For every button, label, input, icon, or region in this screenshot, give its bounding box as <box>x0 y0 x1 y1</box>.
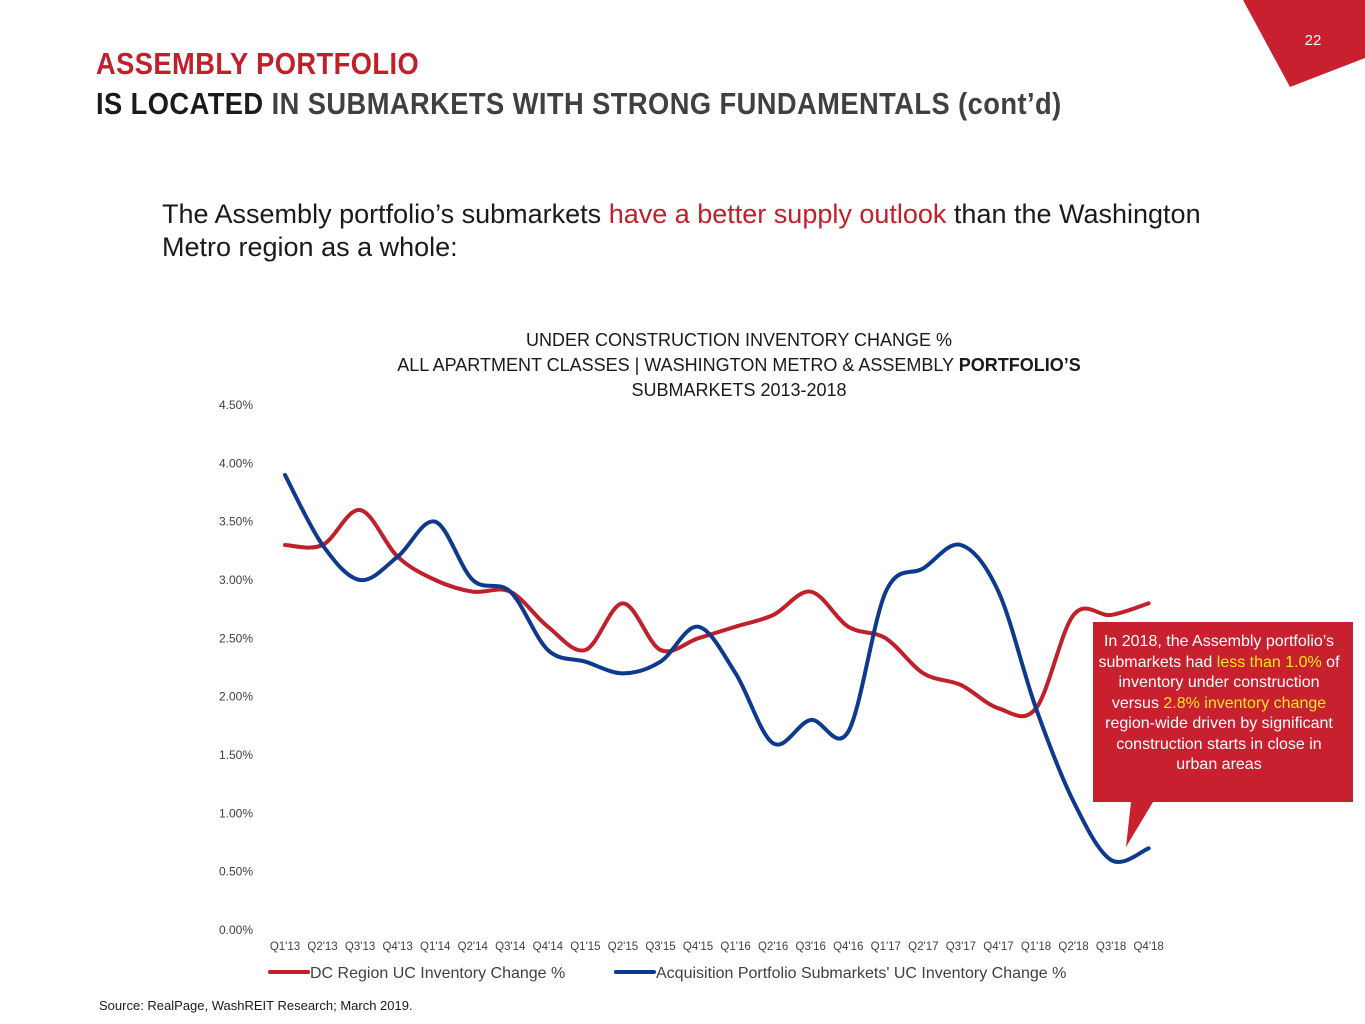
x-tick-label: Q1'18 <box>1021 941 1051 953</box>
chart-title-line1: UNDER CONSTRUCTION INVENTORY CHANGE % <box>525 330 953 350</box>
x-tick-label: Q2'16 <box>758 941 788 953</box>
x-tick-label: Q4'13 <box>382 941 412 953</box>
y-tick-label: 3.50% <box>219 515 253 529</box>
x-tick-label: Q3'15 <box>645 941 675 953</box>
x-tick-label: Q3'18 <box>1096 941 1126 953</box>
x-tick-label: Q1'13 <box>270 941 300 953</box>
intro-part1: The Assembly portfolio’s submarkets <box>162 199 609 229</box>
series-line-acquisition-portfolio <box>283 473 1151 864</box>
x-tick-label: Q2'15 <box>608 941 638 953</box>
x-tick-label: Q1'14 <box>420 941 451 953</box>
intro-part2: than the Washington Metro region as a wh… <box>162 199 1201 262</box>
x-tick-label: Q4'16 <box>833 941 863 953</box>
x-tick-label: Q2'17 <box>908 941 938 953</box>
title-lead: IS LOCATED <box>96 86 264 121</box>
intro-highlight: have a better supply outlook <box>608 199 947 229</box>
callout-p1: In 2018, the Assembly portfolio’s submar… <box>1098 633 1335 671</box>
title-rest: IN SUBMARKETS WITH STRONG FUNDAMENTALS (… <box>263 86 1062 121</box>
series-line-dc-region <box>283 508 1151 719</box>
callout-highlight-2: 2.8% inventory change <box>1163 694 1327 712</box>
x-tick-label: Q1'16 <box>720 941 750 953</box>
y-tick-label: 1.50% <box>219 748 253 762</box>
chart-title-line2: ALL APARTMENT CLASSES | WASHINGTON METRO… <box>300 353 1178 378</box>
x-tick-label: Q3'17 <box>946 941 976 953</box>
callout-highlight-1: less than 1.0% <box>1216 653 1322 671</box>
y-tick-label: 3.00% <box>219 573 253 587</box>
chart-title-line3: SUBMARKETS 2013-2018 <box>631 380 847 400</box>
legend-label: DC Region UC Inventory Change % <box>310 965 565 982</box>
y-tick-label: 2.50% <box>219 631 253 645</box>
callout-text: In 2018, the Assembly portfolio’s submar… <box>1098 632 1340 776</box>
callout-p2: of inventory under construction versus <box>1111 653 1340 712</box>
y-tick-label: 4.50% <box>219 398 253 412</box>
y-tick-label: 0.00% <box>219 923 253 937</box>
legend-label: Acquisition Portfolio Submarkets' UC Inv… <box>656 965 1066 982</box>
chart-title: UNDER CONSTRUCTION INVENTORY CHANGE % AL… <box>300 328 1178 403</box>
x-tick-label: Q3'13 <box>345 941 375 953</box>
page-number: 22 <box>1304 32 1322 49</box>
slide-title-line2: IS LOCATED IN SUBMARKETS WITH STRONG FUN… <box>96 86 1062 122</box>
callout-box <box>1093 622 1353 847</box>
y-tick-label: 0.50% <box>219 865 253 879</box>
x-tick-label: Q2'14 <box>458 941 489 953</box>
y-tick-label: 2.00% <box>219 690 253 704</box>
chart-title-line2a: ALL APARTMENT CLASSES | WASHINGTON METRO… <box>397 355 959 375</box>
x-tick-label: Q4'15 <box>683 941 713 953</box>
x-tick-label: Q2'13 <box>307 941 337 953</box>
chart-title-line2b: PORTFOLIO’S <box>958 355 1081 375</box>
x-tick-label: Q2'18 <box>1058 941 1088 953</box>
source-note: Source: RealPage, WashREIT Research; Mar… <box>99 998 413 1013</box>
x-tick-label: Q3'16 <box>796 941 826 953</box>
callout-p3: region-wide driven by significant constr… <box>1105 715 1333 773</box>
intro-text: The Assembly portfolio’s submarkets have… <box>162 198 1222 264</box>
y-tick-label: 4.00% <box>219 456 253 470</box>
x-tick-label: Q1'17 <box>871 941 901 953</box>
x-tick-label: Q3'14 <box>495 941 526 953</box>
slide-title-line1: ASSEMBLY PORTFOLIO <box>96 46 420 81</box>
x-tick-label: Q1'15 <box>570 941 600 953</box>
x-tick-label: Q4'17 <box>983 941 1013 953</box>
y-tick-label: 1.00% <box>219 806 253 820</box>
x-tick-label: Q4'18 <box>1133 941 1163 953</box>
x-tick-label: Q4'14 <box>533 941 564 953</box>
